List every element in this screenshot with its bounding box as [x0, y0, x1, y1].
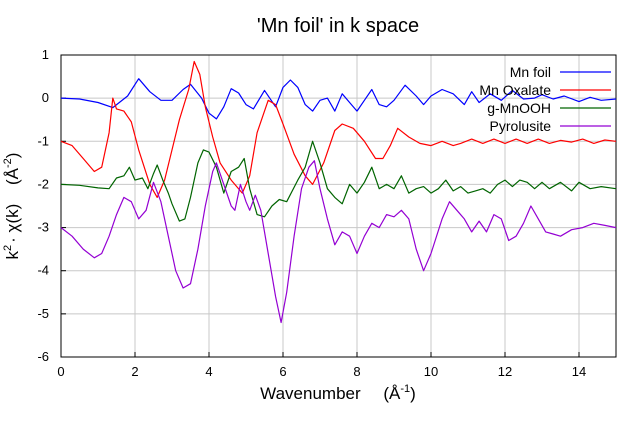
series-line-1 — [60, 60, 617, 198]
chart-title: 'Mn foil' in k space — [257, 15, 419, 37]
y-axis-label: k2· χ(k) (Å-2) — [2, 153, 22, 260]
series-layer — [60, 60, 617, 324]
series-line-0 — [60, 78, 617, 120]
x-tick-label: 10 — [424, 364, 438, 379]
legend-label: Mn foil — [510, 64, 551, 80]
x-tick-label: 4 — [205, 364, 212, 379]
x-tick-label: 2 — [131, 364, 138, 379]
x-axis-label: Wavenumber (Å-1) — [260, 383, 416, 403]
plot-frame — [60, 54, 617, 358]
legend: Mn foil Mn Oxalate g-MnOOH Pyrolusite — [479, 64, 611, 134]
series-line-3 — [60, 160, 617, 324]
legend-label: Pyrolusite — [490, 118, 552, 134]
x-tick-label: 14 — [572, 364, 586, 379]
y-tick-label: -4 — [37, 263, 49, 278]
y-tick-label: -5 — [37, 306, 49, 321]
x-tick-label: 8 — [353, 364, 360, 379]
legend-label: g-MnOOH — [487, 100, 551, 116]
y-tick-label: 0 — [42, 90, 49, 105]
x-tick-label: 12 — [498, 364, 512, 379]
x-tick-label: 6 — [279, 364, 286, 379]
y-tick-label: -6 — [37, 349, 49, 364]
y-tick-label: -3 — [37, 220, 49, 235]
y-tick-label: -2 — [37, 176, 49, 191]
y-tick-label: 1 — [42, 47, 49, 62]
series-line-2 — [60, 140, 617, 222]
y-tick-label: -1 — [37, 133, 49, 148]
legend-label: Mn Oxalate — [479, 82, 551, 98]
x-tick-label: 0 — [57, 364, 64, 379]
